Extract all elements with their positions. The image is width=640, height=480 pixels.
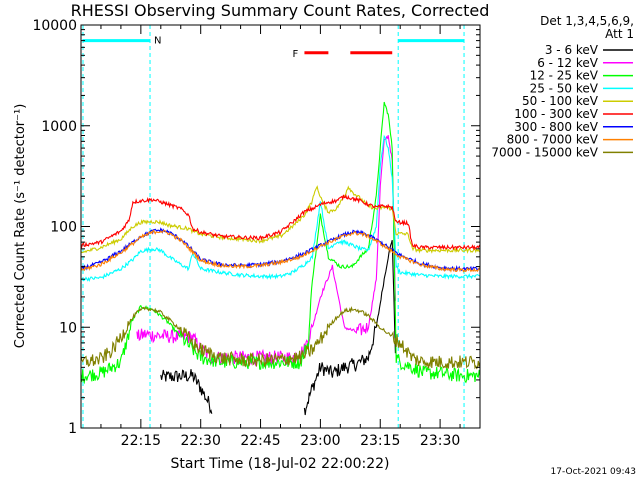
legend-label-3: 25 - 50 keV [530, 81, 599, 95]
series-line-4-0 [80, 185, 481, 254]
series-line-8-0 [80, 305, 481, 370]
legend-title-line-1: Det 1,3,4,5,6,9, [540, 14, 634, 28]
legend-label-8: 7000 - 15000 keV [491, 145, 598, 159]
x-tick-label-5: 23:30 [420, 433, 460, 449]
x-tick-label-2: 22:45 [240, 433, 280, 449]
series-line-2-0 [80, 101, 481, 385]
x-tick-label-3: 23:00 [300, 433, 340, 449]
y-tick-label-4: 10000 [32, 18, 77, 34]
series-line-3-0 [80, 134, 481, 282]
series-line-1-0 [136, 135, 396, 367]
x-tick-label-4: 23:15 [360, 433, 400, 449]
legend-label-0: 3 - 6 keV [545, 43, 599, 57]
axes-layer: 22:15 22:30 22:45 23:00 23:15 23:30 1 10 100 1000… [32, 18, 481, 449]
generation-timestamp: 17-Oct-2021 09:43 [551, 467, 636, 477]
series-line-0-1 [303, 239, 396, 416]
annotation-layer [82, 25, 465, 428]
legend-label-5: 100 - 300 keV [514, 107, 598, 121]
legend-title-line-2: Att 1 [605, 27, 634, 41]
series-line-5-0 [80, 193, 481, 251]
legend-label-6: 300 - 800 keV [514, 120, 598, 134]
series-line-0-0 [160, 369, 213, 414]
y-tick-label-1: 10 [59, 320, 77, 336]
y-tick-label-2: 100 [50, 220, 77, 236]
x-tick-label-0: 22:15 [121, 433, 161, 449]
x-tick-label-1: 22:30 [181, 433, 221, 449]
y-tick-label-3: 1000 [41, 119, 77, 135]
series-layer [80, 101, 481, 416]
flare-label: F [292, 49, 298, 60]
x-axis-label: Start Time (18-Jul-02 22:00:22) [170, 456, 389, 472]
chart-title: RHESSI Observing Summary Count Rates, Co… [71, 1, 490, 20]
legend-label-7: 800 - 7000 keV [507, 133, 599, 147]
series-line-7-0 [80, 229, 481, 273]
y-tick-label-0: 1 [68, 421, 77, 437]
legend-label-2: 12 - 25 keV [530, 69, 599, 83]
legend-label-1: 6 - 12 keV [537, 56, 599, 70]
legend-label-4: 50 - 100 keV [522, 94, 599, 108]
y-axis-label: Corrected Count Rate (s⁻¹ detector⁻¹) [13, 104, 28, 349]
night-label: N [154, 36, 161, 47]
